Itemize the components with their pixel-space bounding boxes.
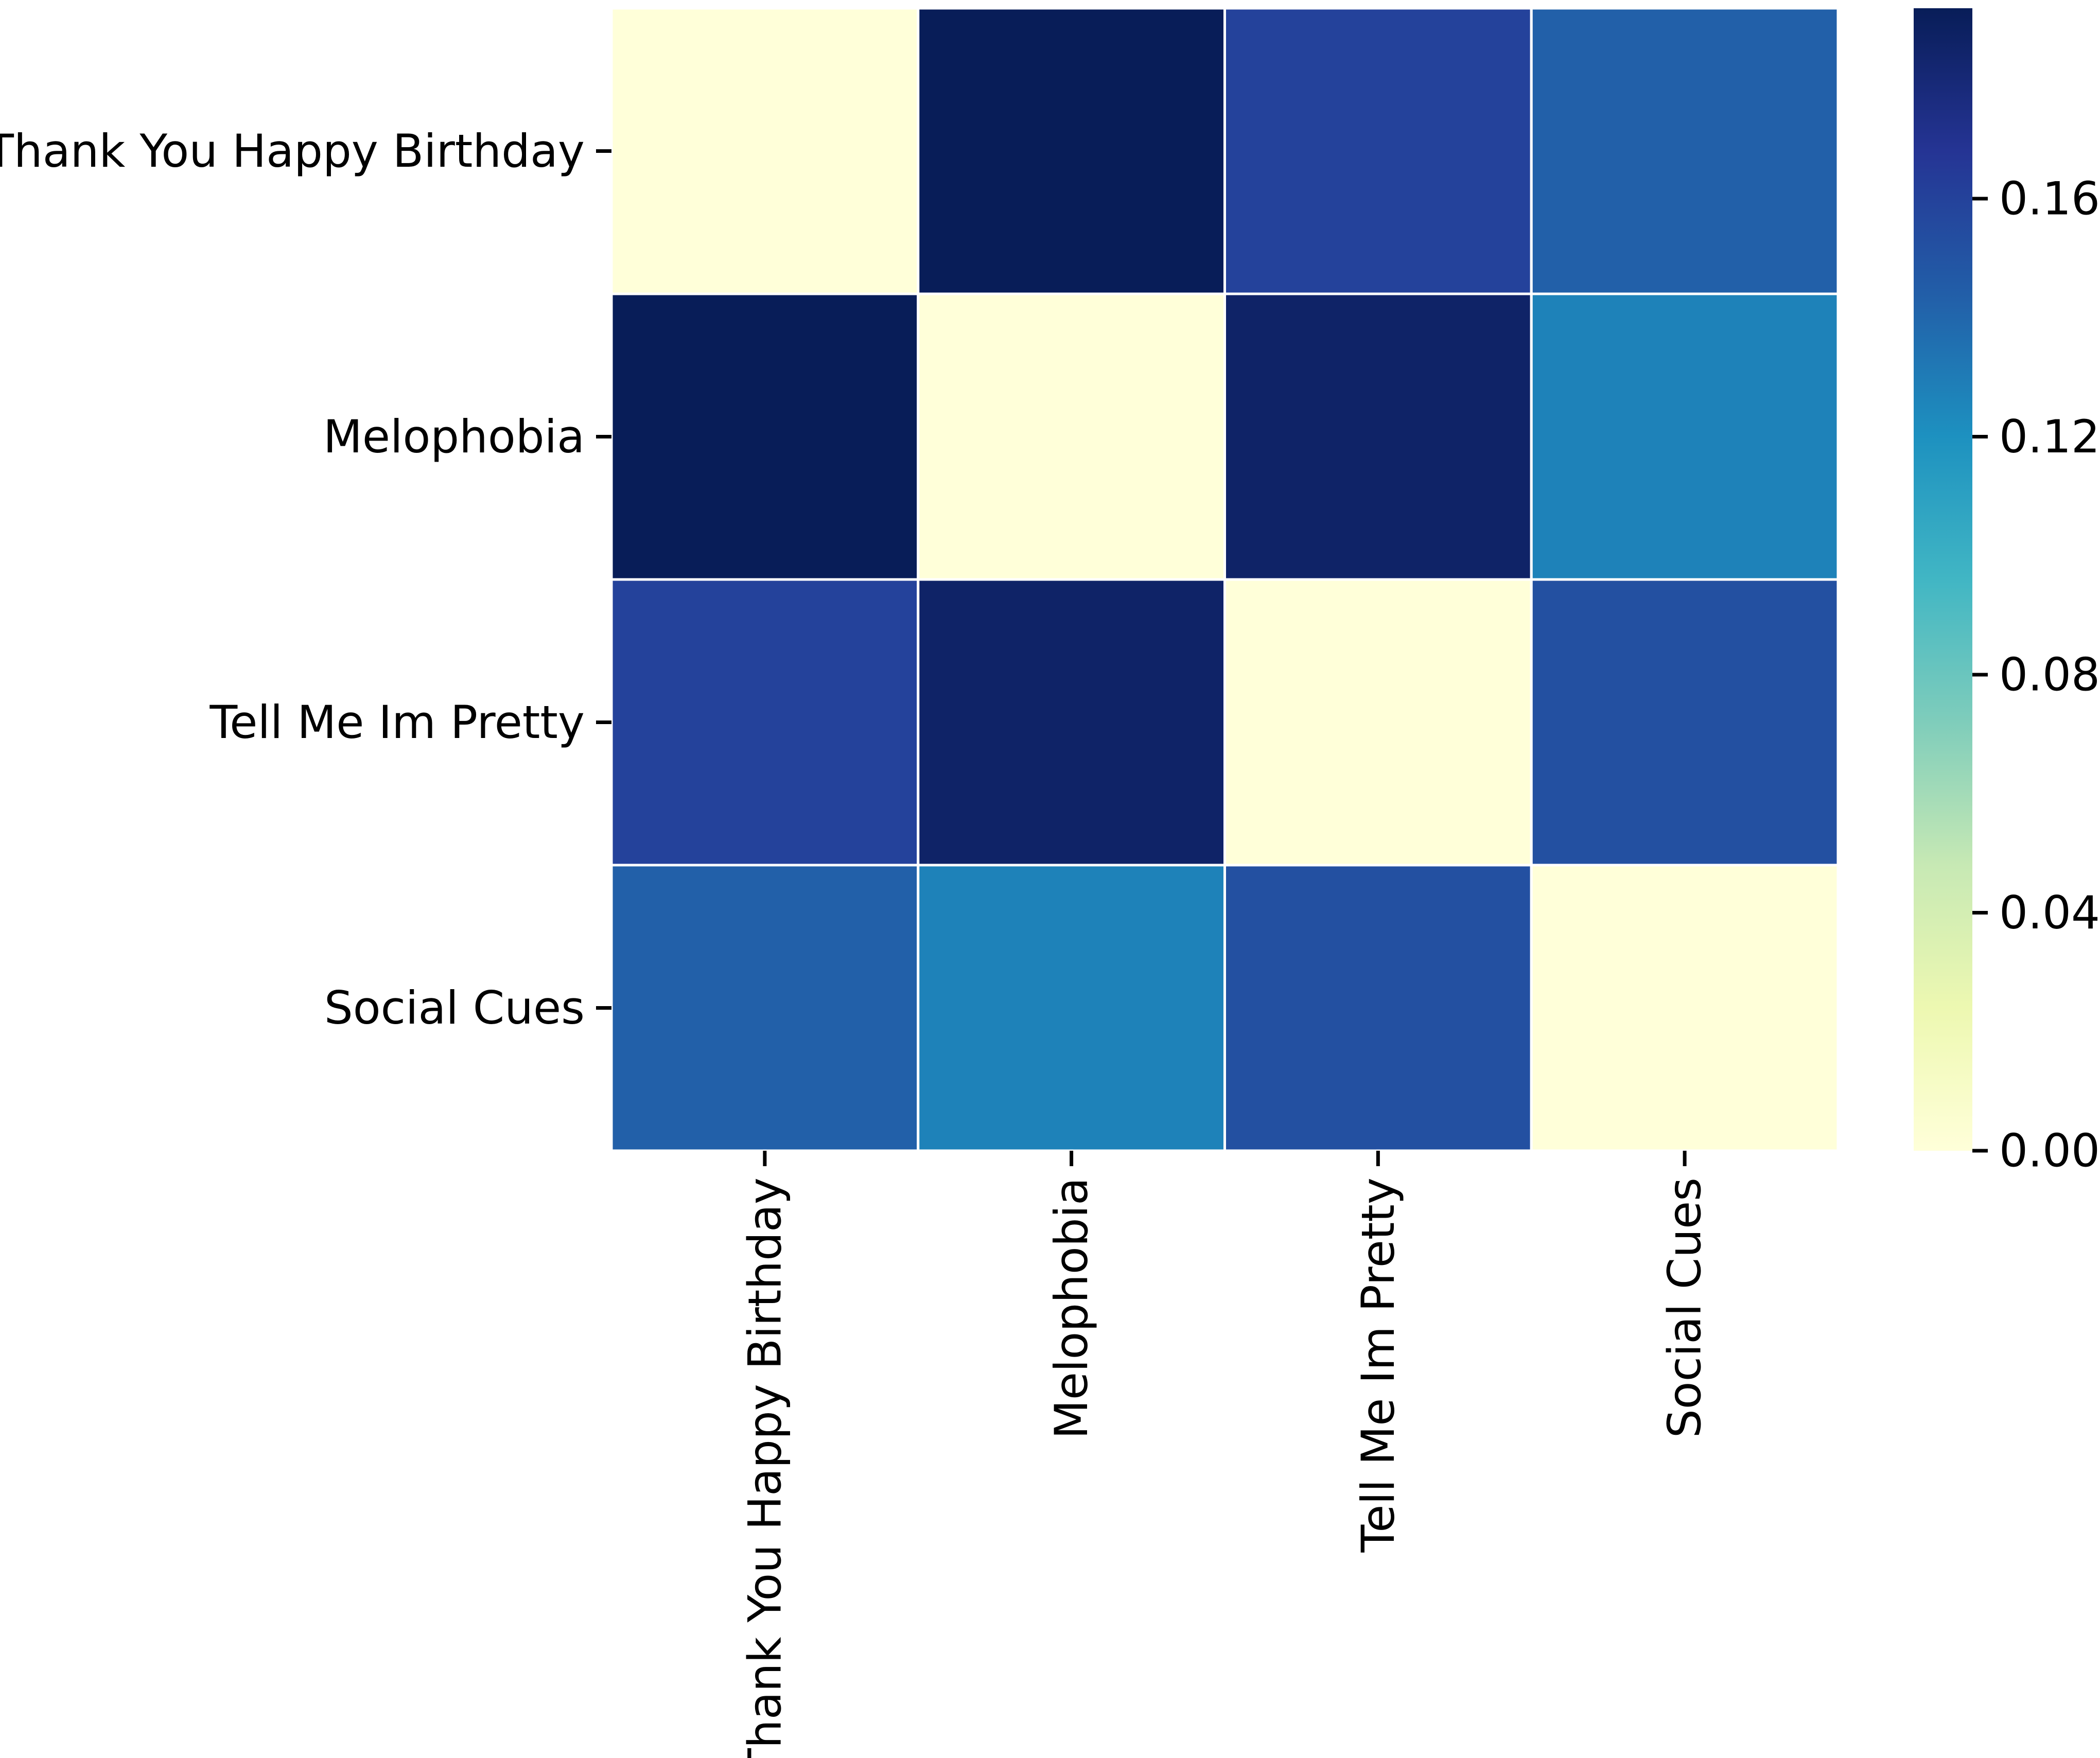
heatmap-cell (610, 292, 920, 581)
x-tick-label: Social Cues (1658, 1177, 1711, 1438)
heatmap-cell (917, 292, 1226, 581)
colorbar-tick-label: 0.00 (1999, 1124, 2100, 1177)
heatmap-cell (1223, 578, 1533, 867)
y-tick-labels: Thank You Happy Birthday Melophobia Tell M… (0, 125, 611, 1034)
heatmap-cells (610, 7, 1840, 1152)
x-tick-label: Melophobia (1045, 1177, 1098, 1439)
y-tick-label: Social Cues (324, 981, 585, 1034)
heatmap-cell (610, 864, 920, 1152)
colorbar-gradient (1914, 8, 1972, 1151)
heatmap-cell (1223, 7, 1533, 295)
heatmap-cell (1530, 864, 1840, 1152)
heatmap-cell (1223, 292, 1533, 581)
y-tick-label: Melophobia (323, 410, 585, 463)
heatmap-cell (610, 7, 920, 295)
colorbar-tick-label: 0.04 (1999, 886, 2100, 939)
heatmap-cell (917, 578, 1226, 867)
heatmap-cell (1530, 578, 1840, 867)
x-tick-label: Tell Me Im Pretty (1352, 1177, 1405, 1553)
y-tick-label: Tell Me Im Pretty (209, 696, 585, 749)
heatmap-cell (917, 7, 1226, 295)
colorbar-ticks: 0.00 0.04 0.08 0.12 0.16 (1972, 172, 2100, 1177)
colorbar-tick-label: 0.08 (1999, 648, 2100, 701)
colorbar-tick-label: 0.16 (1999, 172, 2100, 225)
heatmap-cell (1530, 292, 1840, 581)
x-tick-label: Thank You Happy Birthday (738, 1177, 791, 1758)
colorbar (1914, 8, 1972, 1151)
heatmap-cell (1530, 7, 1840, 295)
heatmap-cell (1223, 864, 1533, 1152)
x-tick-labels: Thank You Happy Birthday Melophobia Tell M… (738, 1151, 1711, 1758)
y-tick-label: Thank You Happy Birthday (0, 125, 585, 178)
colorbar-tick-label: 0.12 (1999, 410, 2100, 463)
heatmap-cell (917, 864, 1226, 1152)
heatmap-cell (610, 578, 920, 867)
